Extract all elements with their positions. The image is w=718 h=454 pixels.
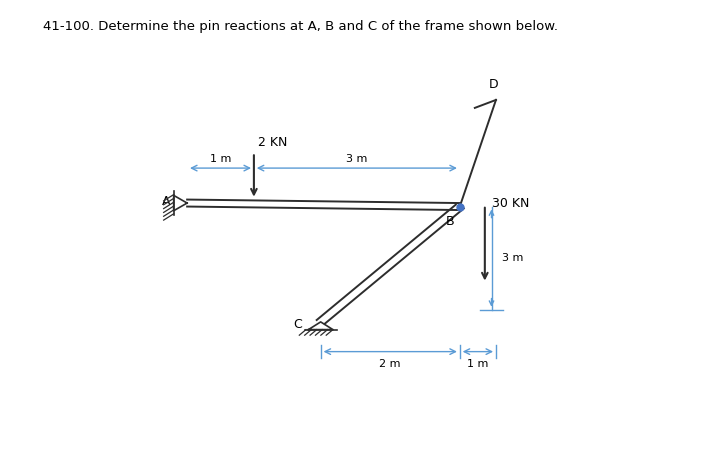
Text: 1 m: 1 m bbox=[467, 359, 488, 369]
Text: 3 m: 3 m bbox=[346, 154, 368, 164]
Text: A: A bbox=[162, 195, 171, 208]
Text: B: B bbox=[445, 215, 454, 228]
Text: D: D bbox=[488, 78, 498, 91]
Text: 3 m: 3 m bbox=[501, 253, 523, 263]
Text: 1 m: 1 m bbox=[210, 154, 231, 164]
Text: 2 KN: 2 KN bbox=[258, 136, 288, 149]
Text: C: C bbox=[294, 318, 302, 331]
Text: 41-100. Determine the pin reactions at A, B and C of the frame shown below.: 41-100. Determine the pin reactions at A… bbox=[43, 20, 558, 34]
Text: 2 m: 2 m bbox=[380, 359, 401, 369]
Text: 30 KN: 30 KN bbox=[492, 197, 529, 210]
